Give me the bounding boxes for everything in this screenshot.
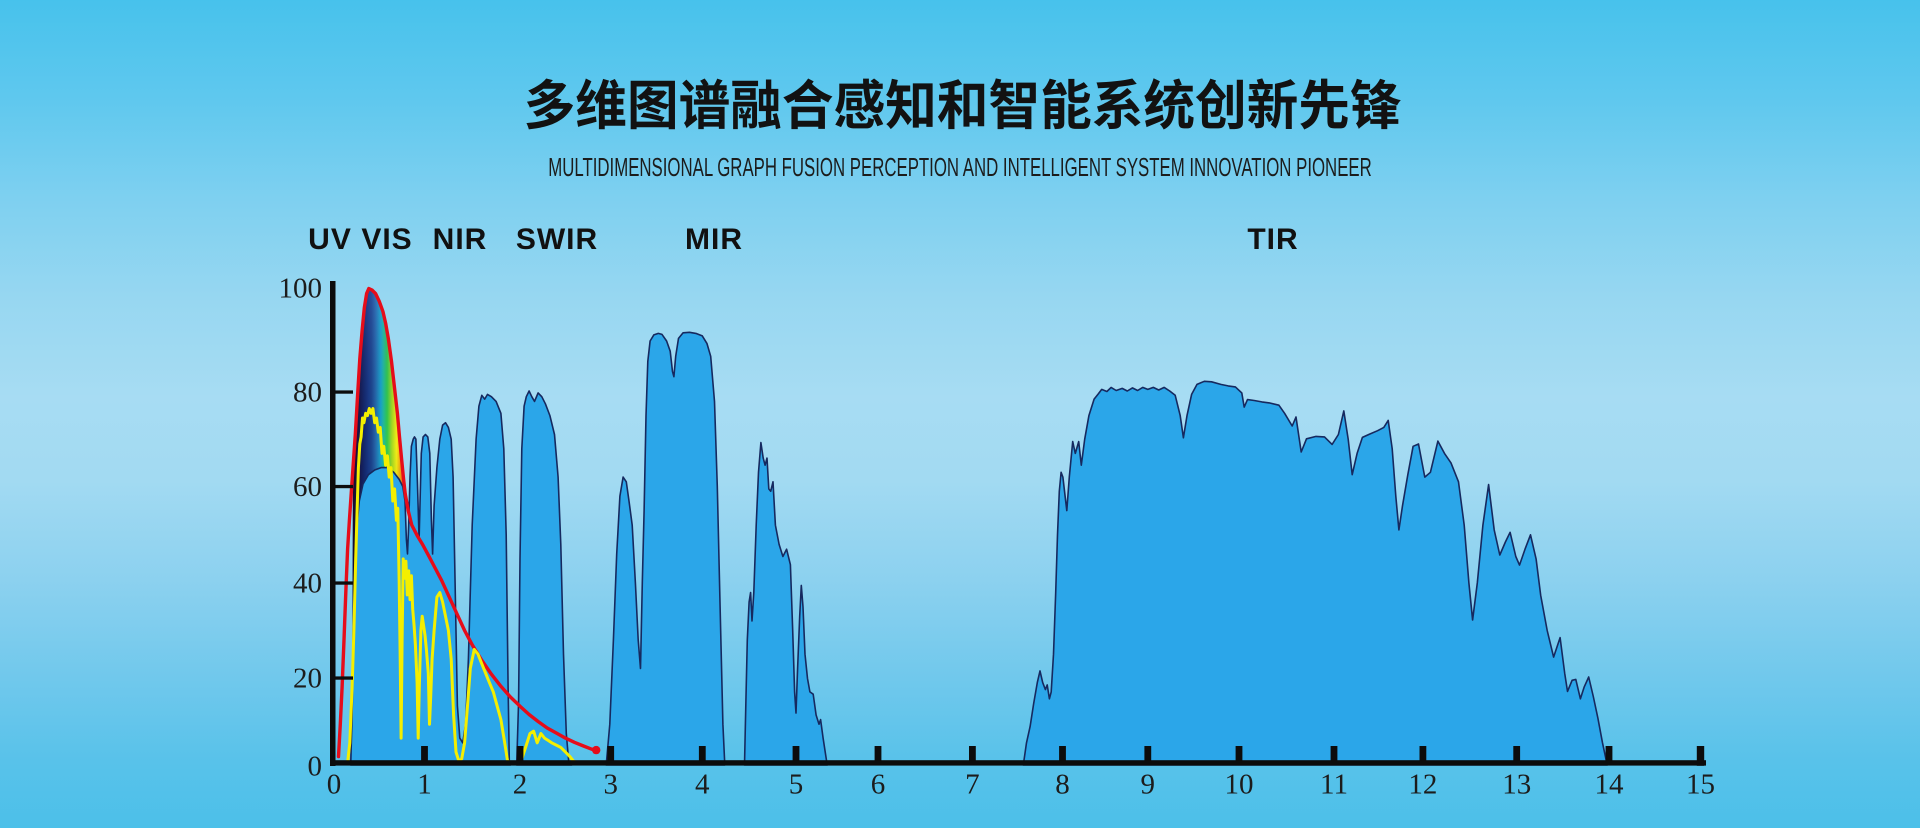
svg-text:14: 14 (1595, 769, 1625, 801)
svg-text:80: 80 (293, 377, 322, 409)
svg-text:8: 8 (1055, 769, 1070, 801)
svg-text:100: 100 (279, 273, 323, 305)
svg-text:6: 6 (871, 769, 886, 801)
svg-text:10: 10 (1225, 769, 1254, 801)
svg-text:15: 15 (1686, 769, 1715, 801)
svg-text:2: 2 (513, 769, 528, 801)
svg-text:1: 1 (417, 769, 432, 801)
svg-text:3: 3 (603, 769, 618, 801)
svg-text:9: 9 (1141, 769, 1156, 801)
svg-text:20: 20 (293, 663, 322, 695)
svg-text:0: 0 (308, 751, 323, 783)
svg-text:5: 5 (789, 769, 804, 801)
svg-text:12: 12 (1408, 769, 1437, 801)
svg-text:11: 11 (1320, 769, 1348, 801)
svg-text:7: 7 (965, 769, 980, 801)
svg-text:13: 13 (1502, 769, 1531, 801)
svg-text:40: 40 (293, 568, 322, 600)
svg-text:0: 0 (327, 769, 342, 801)
svg-text:4: 4 (695, 769, 710, 801)
svg-text:60: 60 (293, 471, 322, 503)
